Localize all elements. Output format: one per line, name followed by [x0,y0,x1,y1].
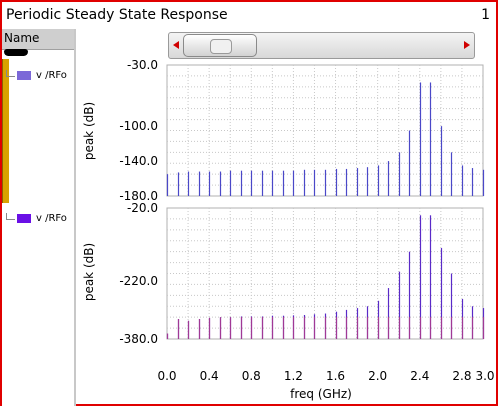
top-plot[interactable]: -30.0 -100.0 -140.0 -180.0 peak (dB) [82,58,485,203]
scroll-right-arrow-icon[interactable] [464,41,470,49]
window-title: Periodic Steady State Response [6,7,228,23]
x-tick-label: 3.0 [475,369,494,383]
x-tick-label: 0.4 [200,369,219,383]
signal-item-bottom[interactable]: v /RFo [6,213,67,229]
x-scrollbar[interactable] [168,32,475,59]
y-axis-label: peak (dB) [82,102,96,160]
x-tick-label: 2.0 [368,369,387,383]
sidebar-splitter[interactable] [74,29,76,406]
tree-connector [6,213,15,220]
y-tick-label: -30.0 [127,58,158,72]
signal-item-top[interactable]: v /RFo [6,70,67,86]
x-tick-label: 1.2 [284,369,303,383]
shared-x-axis: 0.0 0.4 0.8 1.2 1.6 2.0 2.4 2.8 3.0 freq (GHz) [157,369,494,401]
strip-selection-bar[interactable] [2,59,9,203]
scroll-left-arrow-icon[interactable] [173,41,179,49]
y-tick-label: -180.0 [119,189,158,203]
x-tick-label: 0.8 [242,369,261,383]
x-axis-label: freq (GHz) [290,387,352,401]
thumb-grip-icon [210,39,232,54]
sidebar-header[interactable]: Name [2,29,74,50]
signal-label: v /RFo [36,213,67,224]
y-tick-label: -20.0 [127,201,158,215]
signal-label: v /RFo [36,70,67,81]
x-tick-label: 2.8 [452,369,471,383]
signal-color-swatch [17,71,31,80]
scrollbar-thumb[interactable] [183,34,257,57]
x-tick-label: 1.6 [326,369,345,383]
signal-sidebar: Name v /RFo v /RFo [2,29,74,406]
tree-root-handle[interactable] [4,49,28,56]
y-tick-label: -380.0 [119,332,158,346]
signal-color-swatch [17,214,31,223]
x-tick-label: 0.0 [157,369,176,383]
x-tick-label: 2.4 [410,369,429,383]
y-axis-label: peak (dB) [82,243,96,301]
sidebar-header-label: Name [4,31,40,45]
y-tick-label: -140.0 [119,154,158,168]
title-bar: Periodic Steady State Response 1 [2,2,496,28]
y-tick-label: -220.0 [119,274,158,288]
window-number: 1 [481,7,490,23]
tree-connector [6,70,15,77]
y-tick-label: -100.0 [119,119,158,133]
bottom-plot[interactable]: -20.0 -220.0 -380.0 peak (dB) [82,201,485,346]
